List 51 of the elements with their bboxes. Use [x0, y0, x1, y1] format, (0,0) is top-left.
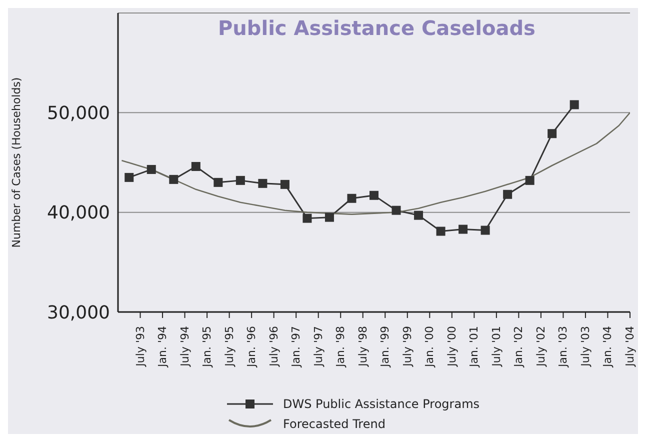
point	[458, 224, 468, 234]
x-tick-label: Jan. '97	[290, 326, 303, 368]
point	[480, 226, 490, 235]
y-axis-title: Number of Cases (Households)	[10, 77, 23, 248]
point	[503, 190, 512, 199]
x-tick-label: July '00	[445, 326, 458, 368]
x-tick-label: July '99	[400, 326, 414, 368]
x-tick-label: July '94	[178, 326, 192, 368]
point	[146, 164, 156, 174]
x-tick-label: Jan. '04	[601, 326, 614, 368]
point	[214, 178, 223, 187]
x-tick-label: Jan. '96	[245, 326, 258, 368]
x-tick-label: July '96	[267, 326, 280, 368]
x-tick-label: Jan. '03	[556, 326, 570, 368]
point	[302, 214, 312, 223]
x-tick-label: Jan. '01	[468, 326, 481, 368]
point	[124, 172, 134, 182]
x-tick-label: July '04	[624, 326, 636, 368]
point	[258, 178, 268, 188]
x-tick-label: July '98	[356, 326, 370, 368]
legend-label: DWS Public Assistance Programs	[283, 397, 480, 411]
x-tick-label: Jan. '02	[512, 326, 526, 368]
point	[525, 176, 534, 185]
point	[370, 190, 378, 200]
x-tick-label: July '03	[578, 326, 592, 368]
y-tick-label: 30,000	[47, 302, 110, 324]
point	[169, 174, 178, 184]
x-tick-label: Jan. '98	[334, 326, 348, 368]
point	[236, 176, 245, 185]
x-tick-label: Jan. '95	[200, 326, 214, 368]
point	[392, 206, 401, 215]
point	[548, 129, 557, 138]
x-tick-label: Jan. '99	[378, 326, 392, 368]
x-tick-label: July '95	[222, 326, 236, 368]
x-tick-label: Jan. '94	[156, 326, 170, 368]
x-tick-label: July '97	[312, 326, 325, 368]
x-tick-label: July '01	[490, 326, 503, 368]
chart-title: Public Assistance Caseloads	[218, 16, 536, 40]
point	[414, 210, 424, 220]
legend-label: Forecasted Trend	[283, 417, 386, 431]
y-tick-label: 40,000	[47, 202, 110, 224]
point	[280, 180, 290, 189]
y-tick-label: 50,000	[47, 103, 110, 124]
x-tick-label: July '02	[534, 326, 548, 368]
point	[347, 194, 356, 203]
x-tick-label: July '93	[134, 326, 147, 368]
point	[191, 162, 200, 171]
point	[436, 226, 446, 236]
x-tick-label: Jan. '00	[423, 326, 436, 368]
point	[324, 212, 334, 222]
point	[570, 100, 579, 110]
